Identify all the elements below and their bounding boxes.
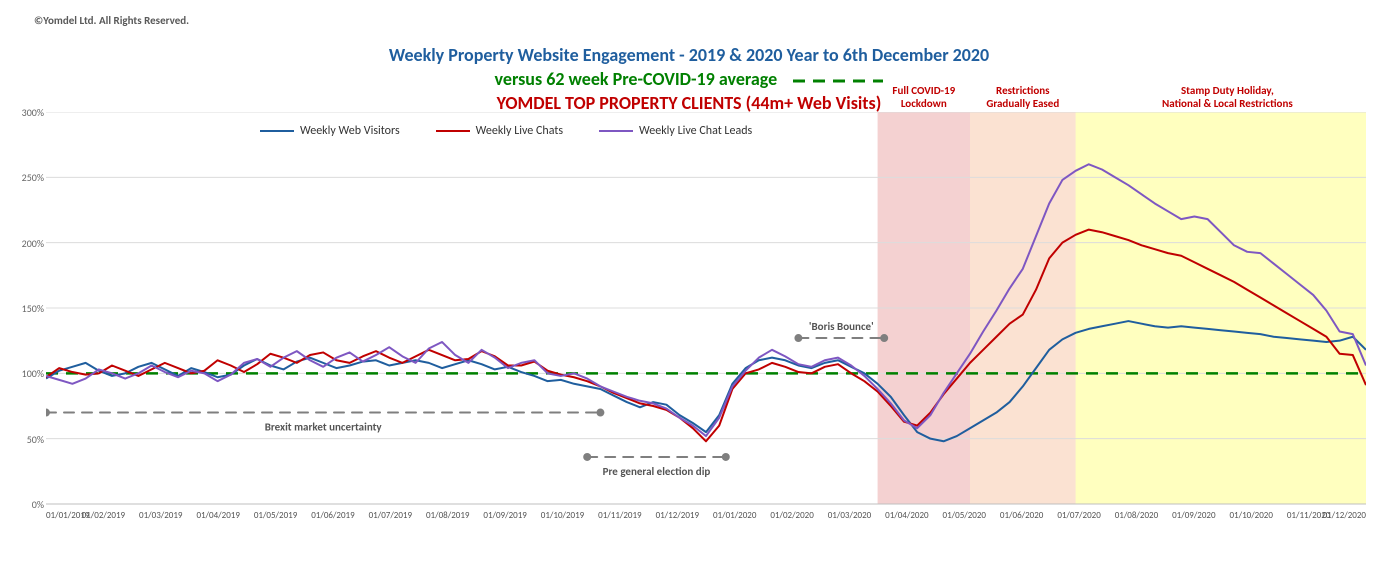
svg-text:01/12/2019: 01/12/2019: [656, 510, 700, 521]
band-label: Stamp Duty Holiday,National & Local Rest…: [1076, 84, 1378, 110]
svg-text:01/04/2019: 01/04/2019: [196, 510, 240, 521]
svg-text:01/12/2020: 01/12/2020: [1323, 510, 1366, 521]
y-axis-label: 150%: [18, 302, 44, 315]
band-label: RestrictionsGradually Eased: [970, 84, 1076, 110]
y-axis-label: 100%: [18, 367, 44, 380]
y-axis-label: 250%: [18, 171, 44, 184]
svg-text:01/10/2019: 01/10/2019: [541, 510, 585, 521]
band-label: Full COVID-19Lockdown: [878, 84, 970, 110]
svg-text:01/07/2019: 01/07/2019: [369, 510, 413, 521]
svg-text:01/03/2019: 01/03/2019: [139, 510, 183, 521]
copyright-text: ©Yomdel Ltd. All Rights Reserved.: [34, 14, 189, 27]
svg-text:01/01/2020: 01/01/2020: [713, 510, 757, 521]
svg-text:01/06/2020: 01/06/2020: [1000, 510, 1044, 521]
svg-text:01/08/2020: 01/08/2020: [1115, 510, 1159, 521]
y-axis-label: 300%: [18, 106, 44, 119]
svg-text:01/04/2020: 01/04/2020: [885, 510, 929, 521]
chart-title-line1: Weekly Property Website Engagement - 201…: [0, 44, 1378, 66]
svg-text:01/09/2019: 01/09/2019: [483, 510, 527, 521]
svg-text:01/03/2020: 01/03/2020: [828, 510, 872, 521]
svg-text:'Boris Bounce': 'Boris Bounce': [809, 320, 874, 333]
svg-text:01/08/2019: 01/08/2019: [426, 510, 470, 521]
y-axis-label: 50%: [18, 433, 44, 446]
y-axis-label: 0%: [18, 498, 44, 511]
svg-text:01/05/2019: 01/05/2019: [254, 510, 298, 521]
svg-text:01/05/2020: 01/05/2020: [943, 510, 987, 521]
svg-text:Pre general election dip: Pre general election dip: [603, 465, 711, 478]
svg-text:01/09/2020: 01/09/2020: [1172, 510, 1216, 521]
svg-text:01/06/2019: 01/06/2019: [311, 510, 355, 521]
chart-svg: 01/01/201901/02/201901/03/201901/04/2019…: [46, 112, 1366, 532]
svg-text:01/07/2020: 01/07/2020: [1057, 510, 1101, 521]
y-axis-label: 200%: [18, 237, 44, 250]
svg-text:01/10/2020: 01/10/2020: [1229, 510, 1273, 521]
chart-plot-area: 01/01/201901/02/201901/03/201901/04/2019…: [46, 112, 1366, 504]
svg-text:01/02/2019: 01/02/2019: [82, 510, 126, 521]
svg-text:01/02/2020: 01/02/2020: [770, 510, 814, 521]
svg-text:01/11/2019: 01/11/2019: [598, 510, 642, 521]
svg-text:Brexit market uncertainty: Brexit market uncertainty: [265, 421, 383, 434]
